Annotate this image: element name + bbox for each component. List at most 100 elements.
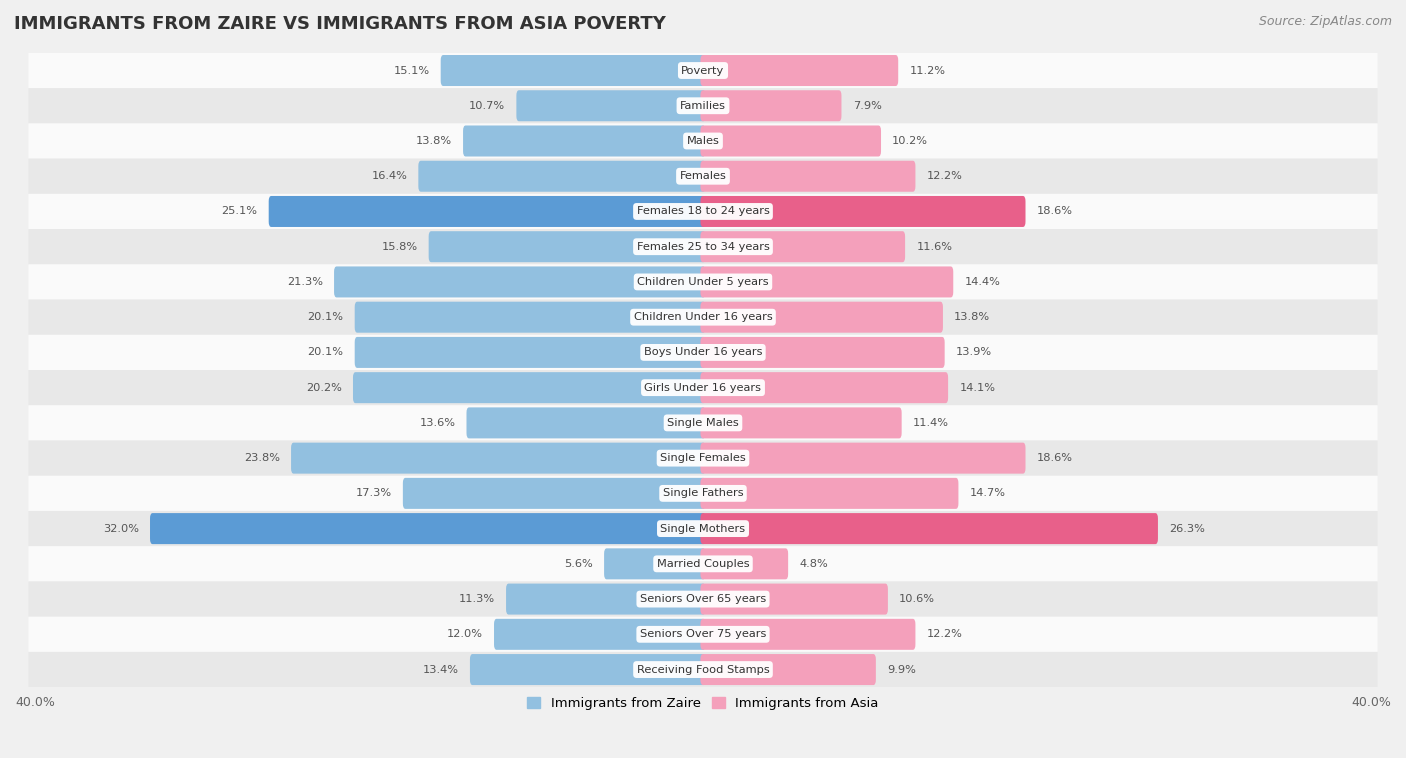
Text: 5.6%: 5.6% xyxy=(564,559,593,568)
Text: 32.0%: 32.0% xyxy=(103,524,139,534)
Text: 18.6%: 18.6% xyxy=(1036,206,1073,217)
FancyBboxPatch shape xyxy=(700,161,915,192)
FancyBboxPatch shape xyxy=(28,299,1378,335)
Text: 16.4%: 16.4% xyxy=(371,171,408,181)
FancyBboxPatch shape xyxy=(700,619,915,650)
FancyBboxPatch shape xyxy=(506,584,706,615)
Text: 26.3%: 26.3% xyxy=(1170,524,1205,534)
FancyBboxPatch shape xyxy=(269,196,706,227)
FancyBboxPatch shape xyxy=(404,478,706,509)
FancyBboxPatch shape xyxy=(150,513,706,544)
FancyBboxPatch shape xyxy=(700,55,898,86)
Text: Children Under 5 years: Children Under 5 years xyxy=(637,277,769,287)
Text: Single Males: Single Males xyxy=(666,418,740,428)
FancyBboxPatch shape xyxy=(516,90,706,121)
FancyBboxPatch shape xyxy=(353,372,706,403)
FancyBboxPatch shape xyxy=(429,231,706,262)
Text: 10.6%: 10.6% xyxy=(898,594,935,604)
Text: Receiving Food Stamps: Receiving Food Stamps xyxy=(637,665,769,675)
Text: Males: Males xyxy=(686,136,720,146)
Text: 11.6%: 11.6% xyxy=(917,242,952,252)
Text: 9.9%: 9.9% xyxy=(887,665,915,675)
FancyBboxPatch shape xyxy=(28,547,1378,581)
Text: 12.2%: 12.2% xyxy=(927,171,963,181)
FancyBboxPatch shape xyxy=(605,548,706,579)
FancyBboxPatch shape xyxy=(700,654,876,685)
FancyBboxPatch shape xyxy=(440,55,706,86)
Text: 13.6%: 13.6% xyxy=(419,418,456,428)
FancyBboxPatch shape xyxy=(354,302,706,333)
FancyBboxPatch shape xyxy=(494,619,706,650)
FancyBboxPatch shape xyxy=(700,407,901,438)
Text: Seniors Over 75 years: Seniors Over 75 years xyxy=(640,629,766,639)
FancyBboxPatch shape xyxy=(28,53,1378,88)
Text: 13.8%: 13.8% xyxy=(955,312,990,322)
Text: Females 25 to 34 years: Females 25 to 34 years xyxy=(637,242,769,252)
FancyBboxPatch shape xyxy=(335,267,706,297)
Text: Single Females: Single Females xyxy=(661,453,745,463)
FancyBboxPatch shape xyxy=(700,548,789,579)
Text: 7.9%: 7.9% xyxy=(852,101,882,111)
Text: 11.2%: 11.2% xyxy=(910,65,945,76)
FancyBboxPatch shape xyxy=(28,581,1378,617)
Text: 40.0%: 40.0% xyxy=(15,696,55,709)
Text: 20.1%: 20.1% xyxy=(308,347,343,358)
FancyBboxPatch shape xyxy=(28,124,1378,158)
FancyBboxPatch shape xyxy=(291,443,706,474)
FancyBboxPatch shape xyxy=(470,654,706,685)
Text: Families: Families xyxy=(681,101,725,111)
Text: Females 18 to 24 years: Females 18 to 24 years xyxy=(637,206,769,217)
Text: 11.3%: 11.3% xyxy=(458,594,495,604)
Legend: Immigrants from Zaire, Immigrants from Asia: Immigrants from Zaire, Immigrants from A… xyxy=(522,692,884,716)
Text: 20.2%: 20.2% xyxy=(307,383,342,393)
FancyBboxPatch shape xyxy=(700,231,905,262)
FancyBboxPatch shape xyxy=(28,511,1378,547)
Text: Poverty: Poverty xyxy=(682,65,724,76)
FancyBboxPatch shape xyxy=(700,337,945,368)
Text: 12.2%: 12.2% xyxy=(927,629,963,639)
FancyBboxPatch shape xyxy=(700,478,959,509)
FancyBboxPatch shape xyxy=(419,161,706,192)
FancyBboxPatch shape xyxy=(700,196,1025,227)
Text: 15.8%: 15.8% xyxy=(381,242,418,252)
Text: Females: Females xyxy=(679,171,727,181)
Text: 14.1%: 14.1% xyxy=(959,383,995,393)
Text: 15.1%: 15.1% xyxy=(394,65,429,76)
Text: IMMIGRANTS FROM ZAIRE VS IMMIGRANTS FROM ASIA POVERTY: IMMIGRANTS FROM ZAIRE VS IMMIGRANTS FROM… xyxy=(14,15,666,33)
Text: 14.4%: 14.4% xyxy=(965,277,1000,287)
Text: Married Couples: Married Couples xyxy=(657,559,749,568)
Text: 10.2%: 10.2% xyxy=(893,136,928,146)
Text: 13.8%: 13.8% xyxy=(416,136,451,146)
FancyBboxPatch shape xyxy=(700,372,948,403)
FancyBboxPatch shape xyxy=(354,337,706,368)
FancyBboxPatch shape xyxy=(28,652,1378,688)
FancyBboxPatch shape xyxy=(28,335,1378,370)
Text: Seniors Over 65 years: Seniors Over 65 years xyxy=(640,594,766,604)
FancyBboxPatch shape xyxy=(28,476,1378,511)
Text: 12.0%: 12.0% xyxy=(447,629,482,639)
Text: 4.8%: 4.8% xyxy=(800,559,828,568)
Text: 25.1%: 25.1% xyxy=(222,206,257,217)
Text: 17.3%: 17.3% xyxy=(356,488,392,498)
FancyBboxPatch shape xyxy=(28,370,1378,406)
FancyBboxPatch shape xyxy=(28,88,1378,124)
FancyBboxPatch shape xyxy=(28,265,1378,299)
FancyBboxPatch shape xyxy=(28,617,1378,652)
FancyBboxPatch shape xyxy=(700,126,882,156)
Text: 13.4%: 13.4% xyxy=(423,665,458,675)
Text: Girls Under 16 years: Girls Under 16 years xyxy=(644,383,762,393)
FancyBboxPatch shape xyxy=(700,302,943,333)
Text: Single Mothers: Single Mothers xyxy=(661,524,745,534)
Text: 10.7%: 10.7% xyxy=(470,101,505,111)
FancyBboxPatch shape xyxy=(700,443,1025,474)
FancyBboxPatch shape xyxy=(463,126,706,156)
Text: 11.4%: 11.4% xyxy=(912,418,949,428)
Text: 21.3%: 21.3% xyxy=(287,277,323,287)
Text: Boys Under 16 years: Boys Under 16 years xyxy=(644,347,762,358)
FancyBboxPatch shape xyxy=(700,267,953,297)
FancyBboxPatch shape xyxy=(28,229,1378,265)
FancyBboxPatch shape xyxy=(28,158,1378,194)
Text: 18.6%: 18.6% xyxy=(1036,453,1073,463)
FancyBboxPatch shape xyxy=(700,584,889,615)
Text: Children Under 16 years: Children Under 16 years xyxy=(634,312,772,322)
